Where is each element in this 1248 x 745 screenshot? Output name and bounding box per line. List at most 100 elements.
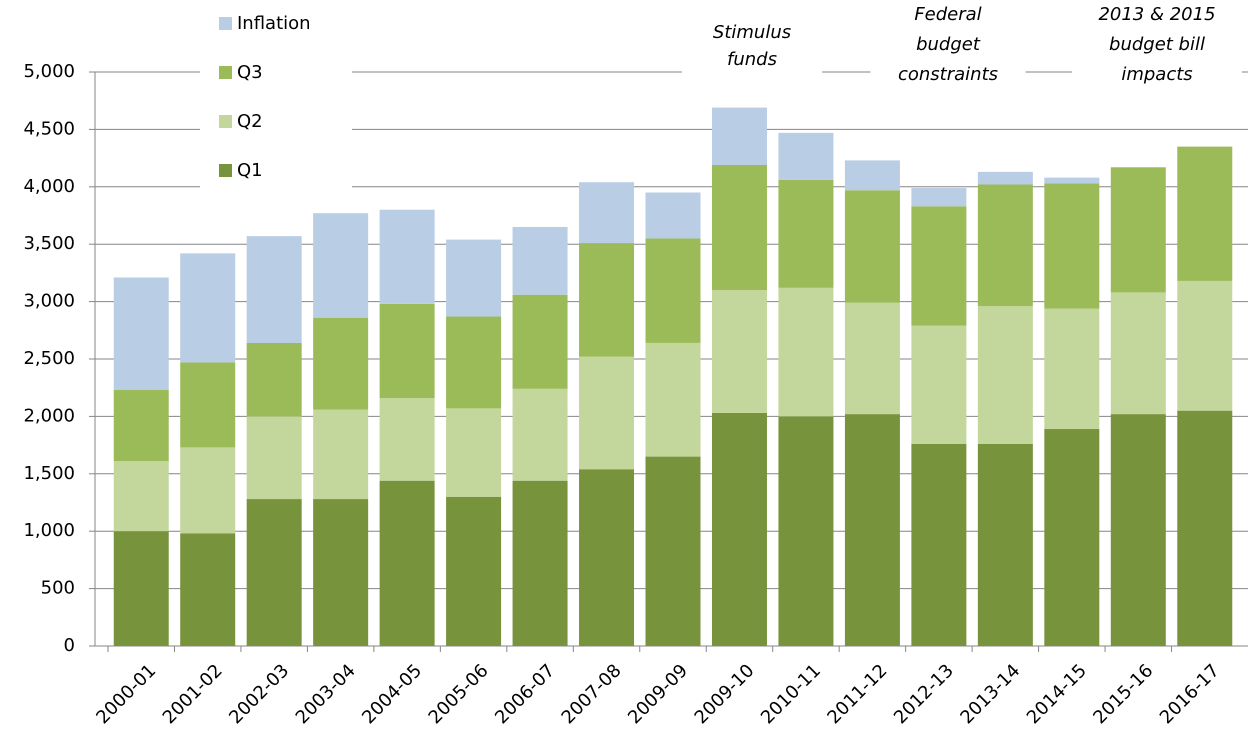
annotation: constraints xyxy=(898,64,998,85)
y-tick-label: 4,500 xyxy=(23,118,75,139)
legend-swatch xyxy=(219,115,232,128)
bar-segment xyxy=(512,480,568,646)
x-tick-label: 2005-06 xyxy=(425,660,493,728)
annotation: funds xyxy=(727,49,777,70)
x-tick-label: 2014-15 xyxy=(1023,660,1091,728)
bar-segment xyxy=(645,238,701,343)
legend-label: Q3 xyxy=(237,62,263,83)
bar-segment xyxy=(645,342,701,457)
bar-segment xyxy=(911,443,967,646)
y-tick-label: 1,500 xyxy=(23,463,75,484)
bar-segment xyxy=(446,496,502,646)
bar-segment xyxy=(446,239,502,317)
y-tick-label: 0 xyxy=(64,635,75,656)
bar-segment xyxy=(844,302,900,415)
bar-segment xyxy=(379,480,435,646)
y-tick-label: 4,000 xyxy=(23,176,75,197)
bar-segment xyxy=(778,416,834,646)
bar-segment xyxy=(379,209,435,304)
bar-segment xyxy=(645,456,701,646)
bar-segment xyxy=(911,325,967,444)
x-tick-label: 2002-03 xyxy=(225,660,293,728)
bar-segment xyxy=(579,182,635,244)
x-tick-label: 2012-13 xyxy=(890,660,958,728)
x-tick-label: 2009-10 xyxy=(691,660,759,728)
bar-segment xyxy=(313,409,369,500)
annotation-background xyxy=(682,0,822,90)
bar-segment xyxy=(778,287,834,417)
x-tick-label: 2015-16 xyxy=(1089,660,1157,728)
bar-segment xyxy=(113,531,169,646)
x-tick-label: 2000-01 xyxy=(92,660,160,728)
bar-segment xyxy=(446,408,502,497)
bar-segment xyxy=(711,290,767,413)
x-tick-label: 2003-04 xyxy=(292,660,360,728)
annotation: Stimulus xyxy=(713,22,791,43)
legend-swatch xyxy=(219,66,232,79)
legend-label: Q1 xyxy=(237,160,263,181)
bar-segment xyxy=(1044,429,1100,646)
bar-segment xyxy=(113,461,169,532)
bar-segment xyxy=(313,317,369,410)
legend-swatch xyxy=(219,17,232,30)
y-tick-label: 3,500 xyxy=(23,233,75,254)
x-tick-label: 2011-12 xyxy=(823,660,891,728)
bar-segment xyxy=(313,499,369,646)
x-tick-label: 2009-09 xyxy=(624,660,692,728)
bar-segment xyxy=(379,398,435,481)
bar-segment xyxy=(977,443,1033,646)
legend-background xyxy=(200,0,352,195)
bar-segment xyxy=(844,160,900,191)
bar-segment xyxy=(1177,146,1233,281)
bar-segment xyxy=(1044,183,1100,309)
annotation: budget xyxy=(916,34,981,55)
bar-segment xyxy=(1177,280,1233,411)
bar-segment xyxy=(180,253,236,363)
bar-segment xyxy=(778,179,834,288)
annotation: 2013 & 2015 xyxy=(1098,4,1215,25)
bar-segment xyxy=(579,469,635,646)
bar-segment xyxy=(512,388,568,481)
y-tick-label: 3,000 xyxy=(23,291,75,312)
bar-segment xyxy=(246,236,302,343)
bar-segment xyxy=(844,190,900,303)
bar-segment xyxy=(246,499,302,646)
annotation: Federal xyxy=(914,4,981,25)
bar-segment xyxy=(711,164,767,291)
x-tick-label: 2013-14 xyxy=(956,660,1024,728)
bar-segment xyxy=(977,306,1033,444)
bar-segment xyxy=(446,316,502,409)
bar-segment xyxy=(113,277,169,390)
bar-segment xyxy=(113,389,169,462)
bar-segment xyxy=(1044,177,1100,184)
x-tick-label: 2007-08 xyxy=(558,660,626,728)
bar-segment xyxy=(180,533,236,646)
bar-segment xyxy=(379,303,435,399)
annotation-background xyxy=(870,0,1026,90)
bar-segment xyxy=(977,171,1033,185)
x-tick-label: 2010-11 xyxy=(757,660,825,728)
annotation-background xyxy=(1072,0,1242,90)
x-tick-label: 2006-07 xyxy=(491,660,559,728)
bar-segment xyxy=(579,356,635,470)
bar-segment xyxy=(1044,308,1100,430)
legend-swatch xyxy=(219,164,232,177)
bar-segment xyxy=(911,206,967,326)
y-tick-label: 2,500 xyxy=(23,348,75,369)
bar-segment xyxy=(579,243,635,357)
annotation: budget bill xyxy=(1109,34,1205,55)
bar-segment xyxy=(645,192,701,239)
bar-segment xyxy=(246,342,302,417)
bar-segment xyxy=(180,362,236,448)
bar-segment xyxy=(512,294,568,389)
x-tick-label: 2001-02 xyxy=(159,660,227,728)
bar-segment xyxy=(711,412,767,646)
bar-segment xyxy=(246,416,302,500)
bar-segment xyxy=(1110,167,1166,293)
bar-segment xyxy=(977,184,1033,307)
x-tick-label: 2016-17 xyxy=(1156,660,1224,728)
bar-segment xyxy=(711,107,767,165)
bar-segment xyxy=(844,414,900,646)
y-tick-label: 500 xyxy=(41,578,75,599)
